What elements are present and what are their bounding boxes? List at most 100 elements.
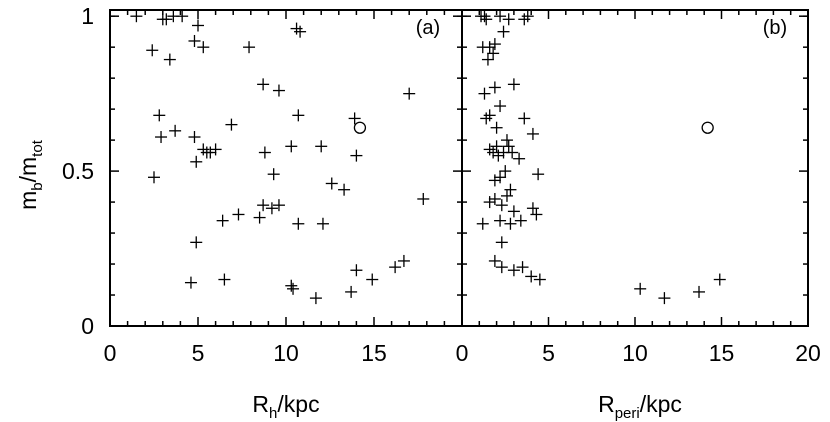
panel-a-label: (a) xyxy=(416,17,440,39)
plus-point xyxy=(176,10,189,23)
plus-point xyxy=(507,78,520,91)
plus-point xyxy=(243,41,256,54)
plus-point xyxy=(350,149,363,162)
plus-point xyxy=(487,146,500,159)
plus-point xyxy=(495,199,508,212)
plus-point xyxy=(502,140,515,153)
plus-point xyxy=(490,140,503,153)
panel-b-points xyxy=(475,10,726,305)
plus-point xyxy=(257,199,270,212)
y-tick-label: 0 xyxy=(81,313,94,339)
plus-point xyxy=(483,196,496,209)
panel-a-frame xyxy=(109,9,463,327)
plus-point xyxy=(488,174,501,187)
plus-point xyxy=(225,118,238,131)
plus-point xyxy=(184,276,197,289)
plus-point xyxy=(192,19,204,32)
plus-point xyxy=(693,285,706,298)
plus-point xyxy=(480,112,493,125)
plus-point xyxy=(506,146,519,159)
x-tick-label: 10 xyxy=(622,340,648,366)
plus-point xyxy=(490,121,503,134)
plus-point xyxy=(526,202,539,215)
plus-point xyxy=(197,41,210,54)
plus-point xyxy=(481,53,494,66)
y-tick-label: 1 xyxy=(81,3,94,29)
plus-point xyxy=(483,41,496,54)
plus-point xyxy=(272,199,285,212)
plus-point xyxy=(488,81,501,94)
plus-point xyxy=(216,214,229,227)
panel-a-y-axis: 00.51 xyxy=(62,3,462,339)
plus-point xyxy=(153,109,166,122)
plus-point xyxy=(403,87,416,100)
plus-point xyxy=(155,131,168,144)
x-tick-label: 0 xyxy=(456,340,469,366)
x-tick-label: 15 xyxy=(709,340,735,366)
plus-point xyxy=(325,177,338,190)
plus-point xyxy=(478,87,491,100)
x-tick-label: 15 xyxy=(361,340,387,366)
plus-point xyxy=(309,292,322,305)
x-tick-label: 5 xyxy=(542,340,555,366)
plus-point xyxy=(494,100,507,113)
panel-a-points xyxy=(130,10,430,305)
plus-point xyxy=(190,236,203,249)
plus-point xyxy=(500,134,513,147)
plus-point xyxy=(218,273,231,286)
plus-point xyxy=(476,217,489,230)
x-tick-label: 20 xyxy=(795,340,821,366)
plus-point xyxy=(483,109,496,122)
plus-point xyxy=(265,202,278,215)
plus-point xyxy=(190,155,203,168)
plus-point xyxy=(526,127,539,140)
plus-point xyxy=(188,34,201,47)
plus-point xyxy=(204,146,217,159)
plus-point xyxy=(209,143,222,156)
plus-point xyxy=(292,109,305,122)
plus-point xyxy=(345,285,358,298)
plus-point xyxy=(397,254,410,267)
plus-point xyxy=(507,205,520,218)
plus-point xyxy=(389,261,402,274)
plus-point xyxy=(658,292,671,305)
plus-point xyxy=(285,140,298,153)
x-tick-label: 0 xyxy=(104,340,117,366)
plus-point xyxy=(232,208,245,221)
plus-point xyxy=(532,168,545,181)
plus-point xyxy=(163,53,176,66)
plus-point xyxy=(348,112,361,125)
plus-point xyxy=(488,254,501,267)
panel-a-x-axis-label: Rh/kpc xyxy=(252,391,319,422)
plus-point xyxy=(483,143,496,156)
plus-point xyxy=(417,192,430,205)
plus-point xyxy=(258,146,271,159)
plus-point xyxy=(516,261,529,274)
plus-point xyxy=(495,261,508,274)
plus-point xyxy=(488,192,501,205)
plus-point xyxy=(130,10,143,23)
y-tick-label: 0.5 xyxy=(62,158,94,184)
plus-point xyxy=(713,273,726,286)
plus-point xyxy=(504,217,517,230)
panel-b-frame xyxy=(461,9,809,327)
plus-point xyxy=(160,13,173,26)
plus-point xyxy=(487,47,500,60)
circle-point xyxy=(701,121,714,134)
panel-b: (b) 0 5 10 15 20 Rperi/kpc xyxy=(456,9,821,422)
plus-point xyxy=(294,25,307,38)
plus-point xyxy=(316,217,329,230)
plus-point xyxy=(272,84,285,97)
plus-point xyxy=(500,189,513,202)
plus-point xyxy=(518,13,531,26)
plus-point xyxy=(533,273,546,286)
plus-point xyxy=(514,214,527,227)
plus-point xyxy=(285,279,298,292)
plus-point xyxy=(478,10,491,23)
plus-point xyxy=(267,168,280,181)
y-axis-label: mb/mtot xyxy=(15,139,46,210)
panel-b-x-axis: 0 5 10 15 20 xyxy=(456,10,821,366)
plus-point xyxy=(513,152,526,165)
plus-point xyxy=(338,183,351,196)
